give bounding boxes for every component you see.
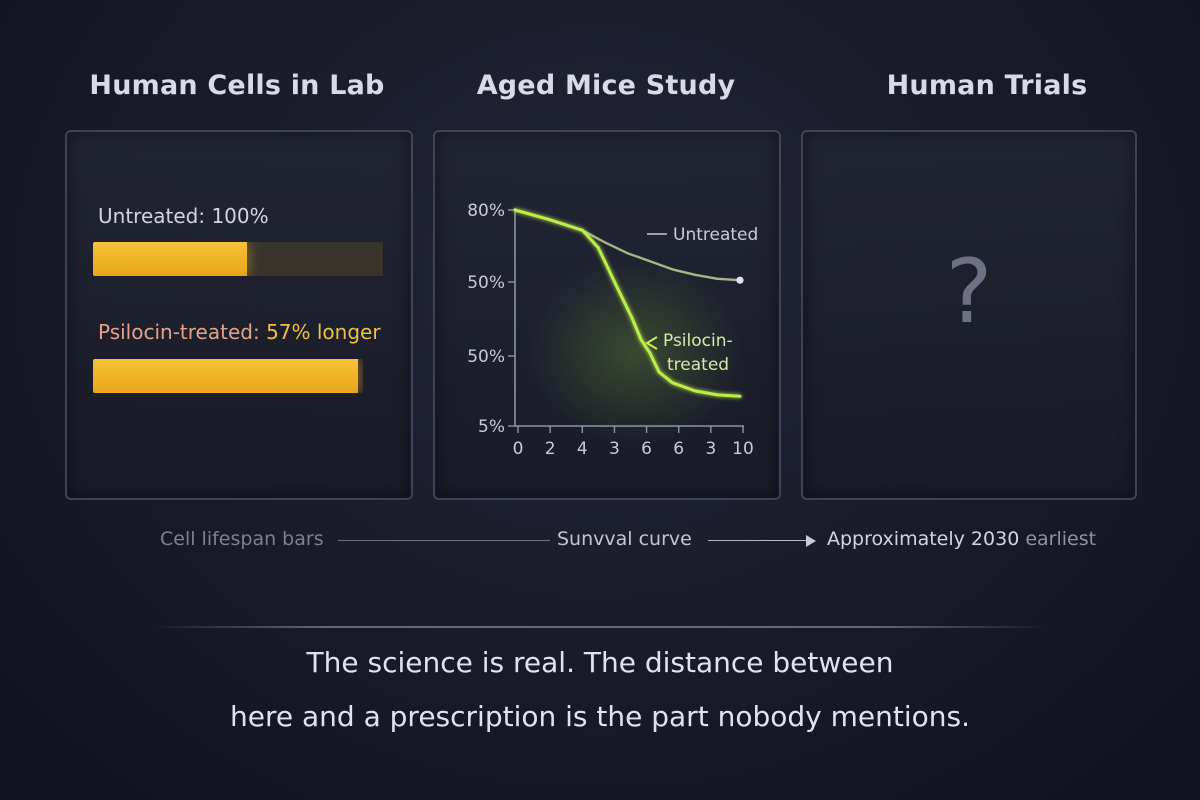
survival-chart: 80% 50% 50% 5% 0 2 4 3 6 6 3 10 Untreated Psilocin-t… [467, 201, 758, 459]
x-tick-label: 6 [641, 439, 652, 459]
question-mark-icon: ? [945, 240, 993, 343]
human-trials-panel: ? [801, 130, 1137, 500]
treated-bar-track [93, 359, 363, 393]
stage-title-cells: Human Cells in Lab [89, 70, 385, 101]
x-tick-label: 6 [673, 439, 684, 459]
x-tick-label: 3 [705, 439, 716, 459]
flow-connector-1 [338, 540, 550, 541]
untreated-bar-track [93, 242, 383, 276]
x-tick-label: 2 [545, 439, 556, 459]
survival-curve-panel: 80% 50% 50% 5% 0 2 4 3 6 6 3 10 Untreated Psilocin-t… [433, 130, 781, 500]
treated-series-line [513, 208, 742, 398]
treated-pointer-icon [645, 336, 658, 350]
stage-title-human: Human Trials [886, 70, 1088, 101]
y-tick-label: 80% [467, 201, 505, 221]
closing-line-1: The science is real. The distance betwee… [306, 646, 894, 679]
flow-arrow-icon [806, 535, 816, 547]
treated-legend-label-line2: treated [667, 355, 729, 375]
y-tick-label: 5% [478, 417, 505, 437]
x-tick-label: 0 [513, 439, 524, 459]
flow-connector-2 [708, 540, 808, 541]
treated-bar-fill [93, 359, 358, 393]
treated-bar-label: Psilocin-treated: 57% longer [98, 320, 381, 344]
treated-label-prefix: Psilocin-treated: [98, 320, 260, 344]
treated-legend-label-line1: Psilocin- [663, 331, 733, 351]
untreated-bar-label: Untreated: 100% [98, 204, 269, 228]
untreated-end-point [736, 276, 744, 284]
untreated-bar-fill [93, 242, 247, 276]
flow-step-mice: Sunvval curve [557, 528, 692, 550]
y-tick-label: 50% [467, 347, 505, 367]
untreated-legend-label: Untreated [673, 225, 758, 245]
flow-step-human: Approximately 2030 earliest [827, 528, 1096, 550]
curve-glow [525, 257, 745, 447]
section-divider [150, 626, 1050, 628]
x-tick-label: 3 [609, 439, 620, 459]
progress-flow: Cell lifespan bars Sunvval curve Approxi… [0, 528, 1200, 558]
x-tick-label: 4 [577, 439, 588, 459]
x-tick-label: 10 [732, 439, 754, 459]
cell-lifespan-panel: Untreated: 100% Psilocin-treated: 57% lo… [65, 130, 413, 500]
y-tick-label: 50% [467, 273, 505, 293]
stage-title-mice: Aged Mice Study [476, 70, 736, 101]
closing-line-2: here and a prescription is the part nobo… [230, 700, 970, 733]
flow-step-cells: Cell lifespan bars [160, 528, 324, 550]
flow-step-human-year: Approximately 2030 [827, 528, 1020, 550]
flow-step-human-suffix: earliest [1025, 528, 1097, 550]
treated-label-highlight: 57% longer [266, 320, 381, 344]
